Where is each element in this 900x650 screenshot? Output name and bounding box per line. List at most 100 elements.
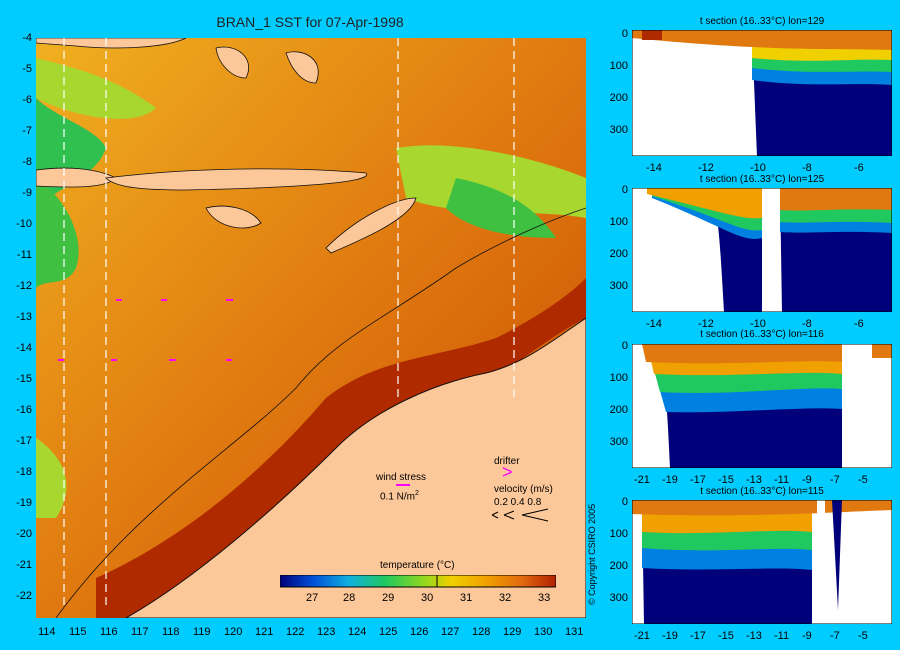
section-ytick: 200	[609, 404, 628, 416]
lon-tick: 127	[441, 626, 460, 638]
lon-tick: 117	[131, 626, 149, 638]
drifter-markers	[58, 299, 233, 361]
lat-tick: -21	[16, 559, 32, 571]
lat-tick: -5	[22, 63, 32, 75]
lon-tick: 114	[38, 626, 56, 638]
lat-tick: -14	[16, 342, 32, 354]
section-ytick: 0	[621, 496, 628, 508]
section-xtick: -11	[774, 630, 790, 642]
lon-tick: 131	[565, 626, 584, 638]
section-xtick: -21	[634, 630, 650, 642]
drifter-arrow-icon: >	[502, 462, 513, 482]
lat-tick: -22	[16, 590, 32, 602]
section-ytick: 300	[609, 592, 628, 604]
section-panel-lon-129	[632, 30, 892, 156]
section-ytick: 100	[609, 372, 628, 384]
colorbar-tick: 27	[306, 592, 319, 604]
velocity-arrows-icon	[491, 508, 549, 522]
section-xtick: -14	[646, 162, 662, 174]
cool-water-north	[36, 58, 156, 119]
lon-tick: 118	[162, 626, 180, 638]
sst-map	[36, 38, 586, 618]
cool-water-southwest	[36, 438, 67, 518]
lat-tick: -8	[22, 156, 32, 168]
section-xtick: -9	[802, 630, 812, 642]
section-yaxis-lon-116: 0 100 200 300	[604, 340, 630, 470]
section-xaxis-lon-129: -14 -12 -10 -8 -6	[632, 162, 892, 176]
section-xtick: -5	[858, 630, 868, 642]
lat-tick: -10	[16, 218, 32, 230]
colorbar-tick: 31	[460, 592, 473, 604]
colorbar	[280, 575, 556, 588]
lon-tick: 130	[534, 626, 553, 638]
lesser-sunda-islands	[105, 168, 368, 191]
section-ytick: 300	[609, 280, 628, 292]
sulawesi-south	[215, 46, 249, 79]
section-xtick: -12	[698, 318, 714, 330]
section-panel-lon-115	[632, 500, 892, 624]
drifter-label: drifter	[494, 456, 520, 467]
section-xtick: -17	[690, 630, 706, 642]
section-xtick: -8	[802, 318, 812, 330]
colorbar-tick: 30	[421, 592, 434, 604]
australia-land	[124, 317, 586, 618]
lon-tick: 122	[286, 626, 305, 638]
section-ytick: 100	[609, 528, 628, 540]
lon-tick: 124	[348, 626, 367, 638]
wind-stress-arrow-icon	[396, 484, 410, 486]
lat-tick: -11	[16, 249, 32, 261]
section-xtick: -14	[646, 318, 662, 330]
lat-tick: -15	[16, 373, 32, 385]
cool-water-west-2	[36, 178, 79, 288]
section-ytick: 300	[609, 124, 628, 136]
section-title-lon-115: t section (16..33°C) lon=115	[700, 486, 824, 497]
lat-tick: -9	[22, 187, 32, 199]
sumba-island	[205, 205, 262, 229]
section-xaxis-lon-116: -21 -19 -17 -15 -13 -11 -9 -7 -5	[632, 474, 892, 488]
lat-tick: -17	[16, 435, 32, 447]
lon-tick: 123	[317, 626, 336, 638]
lon-tick: 120	[224, 626, 243, 638]
section-title-lon-129: t section (16..33°C) lon=129	[699, 16, 825, 27]
section-xtick: -15	[718, 474, 734, 486]
lon-tick: 128	[472, 626, 491, 638]
lat-tick: -7	[22, 125, 32, 137]
timor-island	[325, 197, 417, 254]
section-yaxis-lon-115: 0 100 200 300	[604, 496, 630, 626]
section-xtick: -8	[802, 162, 812, 174]
velocity-values: 0.2 0.4 0.8	[494, 497, 542, 508]
section-xtick: -11	[774, 474, 790, 486]
copyright-notice: © Copyright CSIRO 2005	[587, 503, 597, 605]
section-panel-lon-125	[632, 188, 892, 312]
map-title: BRAN_1 SST for 07-Apr-1998	[216, 14, 404, 30]
lat-tick: -4	[22, 32, 32, 44]
section-xtick: -13	[746, 474, 762, 486]
lat-tick: -18	[16, 466, 32, 478]
section-ytick: 0	[621, 184, 628, 196]
section-xtick: -7	[830, 474, 840, 486]
lon-tick: 125	[379, 626, 398, 638]
velocity-label: velocity (m/s)	[494, 484, 553, 495]
lat-tick: -20	[16, 528, 32, 540]
lat-tick: -13	[16, 311, 32, 323]
section-ytick: 200	[609, 248, 628, 260]
shelf-contour	[55, 207, 586, 618]
colorbar-tick: 33	[538, 592, 551, 604]
section-xtick: -12	[698, 162, 714, 174]
lon-tick: 119	[193, 626, 211, 638]
section-xtick: -7	[830, 630, 840, 642]
wind-stress-value: 0.1 N/m2	[380, 490, 419, 503]
section-xtick: -9	[802, 474, 812, 486]
section-ytick: 0	[621, 340, 628, 352]
colorbar-ticks: 27 28 29 30 31 32 33	[280, 592, 556, 606]
colorbar-tick: 29	[382, 592, 395, 604]
lon-tick: 121	[255, 626, 274, 638]
cool-water-banda	[396, 145, 586, 218]
section-xaxis-lon-115: -21 -19 -17 -15 -13 -11 -9 -7 -5	[632, 630, 892, 644]
section-xtick: -6	[854, 318, 864, 330]
colorbar-tick: 32	[499, 592, 512, 604]
lat-axis: -4 -5 -6 -7 -8 -9 -10 -11 -12 -13 -14 -1…	[4, 32, 34, 612]
section-xtick: -15	[718, 630, 734, 642]
section-xtick: -5	[858, 474, 868, 486]
lat-tick: -16	[16, 404, 32, 416]
